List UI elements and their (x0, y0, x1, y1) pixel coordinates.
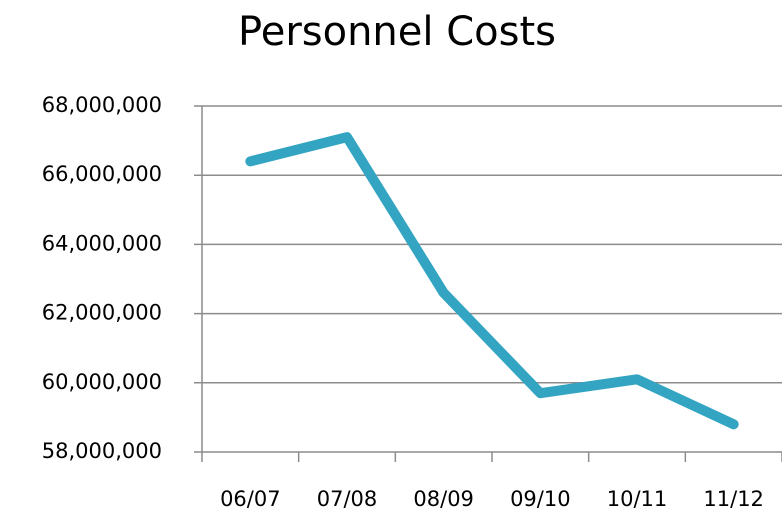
y-tick-label: 58,000,000 (42, 439, 162, 463)
x-tick-label: 08/09 (413, 487, 474, 511)
y-tick-label: 66,000,000 (42, 162, 162, 186)
y-tick-label: 60,000,000 (42, 370, 162, 394)
y-tick-label: 62,000,000 (42, 301, 162, 325)
x-tick-label: 10/11 (607, 487, 668, 511)
x-tick-label: 07/08 (317, 487, 378, 511)
line-series (245, 132, 739, 430)
x-tick-label: 11/12 (703, 487, 764, 511)
x-tick-label: 06/07 (220, 487, 281, 511)
y-tick-label: 68,000,000 (42, 93, 162, 117)
chart-title: Personnel Costs (238, 9, 556, 55)
y-tick-label: 64,000,000 (42, 231, 162, 255)
x-tick-label: 09/10 (510, 487, 571, 511)
